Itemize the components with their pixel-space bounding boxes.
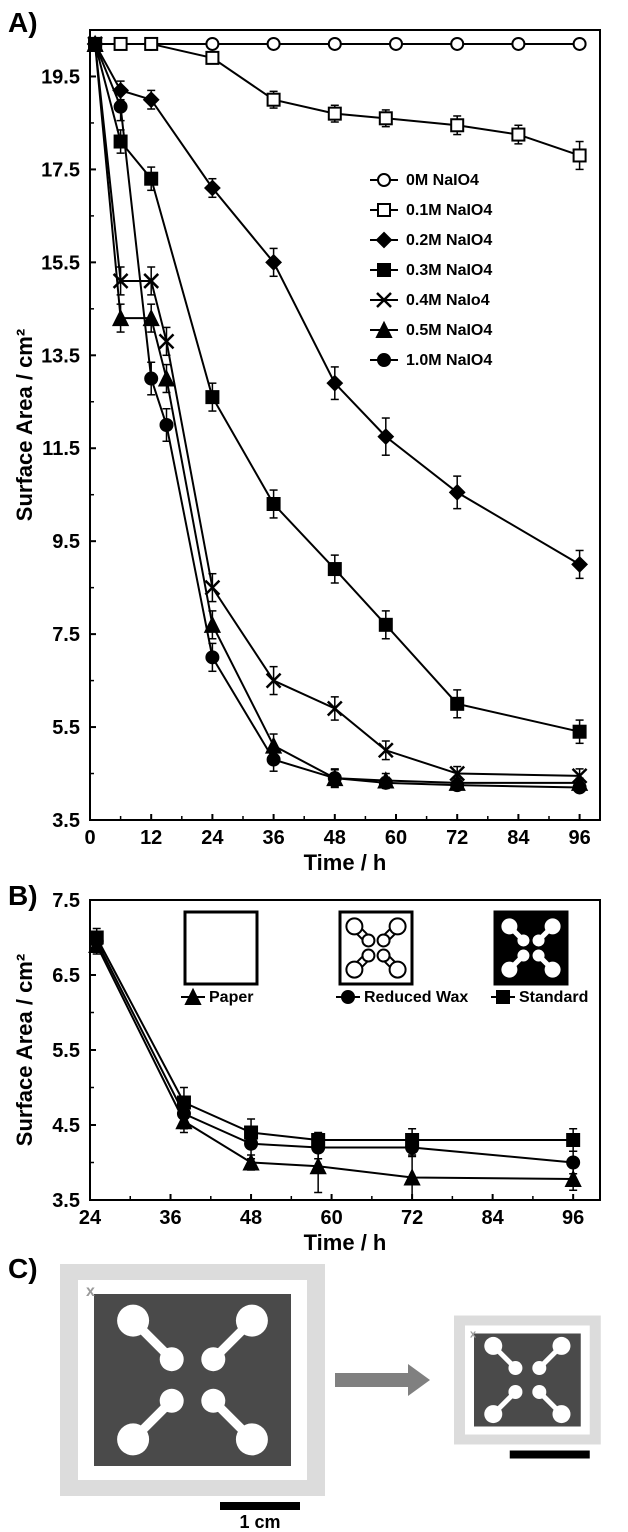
plot: 0 12 24 36 48 60 72 84 96 3.5 5.5 7.5 9.5 11.5 13.5 15.…: [12, 30, 600, 875]
svg-text:15.5: 15.5: [41, 252, 80, 274]
svg-text:6.5: 6.5: [52, 965, 80, 987]
svg-text:Time / h: Time / h: [304, 1230, 387, 1255]
svg-text:Surface Area / cm²: Surface Area / cm²: [12, 329, 37, 521]
svg-text:72: 72: [401, 1207, 423, 1229]
svg-text:48: 48: [240, 1207, 262, 1229]
svg-text:0.3M NaIO4: 0.3M NaIO4: [406, 262, 492, 279]
series-0M-NaIO4: [89, 38, 585, 50]
svg-text:0.4M NaIo4: 0.4M NaIo4: [406, 292, 490, 309]
scalebar-label: 1 cm: [239, 1512, 280, 1532]
svg-text:Paper: Paper: [209, 989, 253, 1006]
inset-paper: [185, 912, 257, 984]
svg-text:17.5: 17.5: [41, 159, 80, 181]
svg-text:7.5: 7.5: [52, 890, 80, 912]
svg-text:0.5M NaIO4: 0.5M NaIO4: [406, 322, 492, 339]
svg-text:Time / h: Time / h: [304, 850, 387, 875]
svg-text:4.5: 4.5: [52, 1115, 80, 1137]
figure: A) 0 12 24 36 48 60 72 84 96 3.5 5.5 7.5 9.5 11.5 13.5 1…: [0, 0, 628, 1532]
panel-c: C) x 1 cm x: [8, 1253, 601, 1532]
svg-text:24: 24: [201, 827, 224, 849]
svg-text:36: 36: [262, 827, 284, 849]
panel-c-label: C): [8, 1253, 38, 1284]
legend: 0M NaIO4 0.1M NaIO4 0.2M NaIO4 0.3M NaIO4 0.…: [370, 172, 492, 369]
svg-text:13.5: 13.5: [41, 345, 80, 367]
series-0-3M-NaIO4: [89, 38, 585, 743]
svg-text:x: x: [86, 1283, 95, 1300]
figure-svg: A) 0 12 24 36 48 60 72 84 96 3.5 5.5 7.5 9.5 11.5 13.5 1…: [0, 0, 628, 1532]
svg-text:1.0M NaIO4: 1.0M NaIO4: [406, 352, 492, 369]
svg-text:Standard: Standard: [519, 989, 588, 1006]
svg-text:5.5: 5.5: [52, 717, 80, 739]
panel-b-label: B): [8, 880, 38, 911]
svg-text:96: 96: [568, 827, 590, 849]
svg-text:11.5: 11.5: [42, 438, 80, 460]
svg-text:Reduced Wax: Reduced Wax: [364, 989, 468, 1006]
svg-text:3.5: 3.5: [52, 810, 80, 832]
panel-b-legend: Paper Reduced Wax Standard: [181, 912, 588, 1006]
svg-text:72: 72: [446, 827, 468, 849]
svg-text:x: x: [470, 1329, 477, 1341]
svg-text:0: 0: [84, 827, 95, 849]
svg-text:5.5: 5.5: [52, 1040, 80, 1062]
svg-text:9.5: 9.5: [52, 531, 80, 553]
svg-text:84: 84: [507, 827, 530, 849]
svg-text:36: 36: [159, 1207, 181, 1229]
svg-text:0M NaIO4: 0M NaIO4: [406, 172, 479, 189]
svg-text:7.5: 7.5: [52, 624, 80, 646]
svg-text:0.2M NaIO4: 0.2M NaIO4: [406, 232, 492, 249]
svg-text:60: 60: [385, 827, 407, 849]
svg-text:12: 12: [140, 827, 162, 849]
series-0-1M-NaIO4: [89, 38, 585, 169]
svg-text:96: 96: [562, 1207, 584, 1229]
svg-text:Surface Area / cm²: Surface Area / cm²: [12, 954, 37, 1146]
svg-text:60: 60: [320, 1207, 342, 1229]
svg-text:84: 84: [482, 1207, 505, 1229]
series-1-0M-NaIO4: [89, 38, 585, 794]
panel-a-label: A): [8, 7, 38, 38]
svg-text:19.5: 19.5: [41, 66, 80, 88]
svg-text:48: 48: [324, 827, 346, 849]
series-0-4M-NaIO4: [88, 37, 586, 783]
svg-text:0.1M NaIO4: 0.1M NaIO4: [406, 202, 492, 219]
svg-text:3.5: 3.5: [52, 1190, 80, 1212]
svg-text:24: 24: [79, 1207, 102, 1229]
